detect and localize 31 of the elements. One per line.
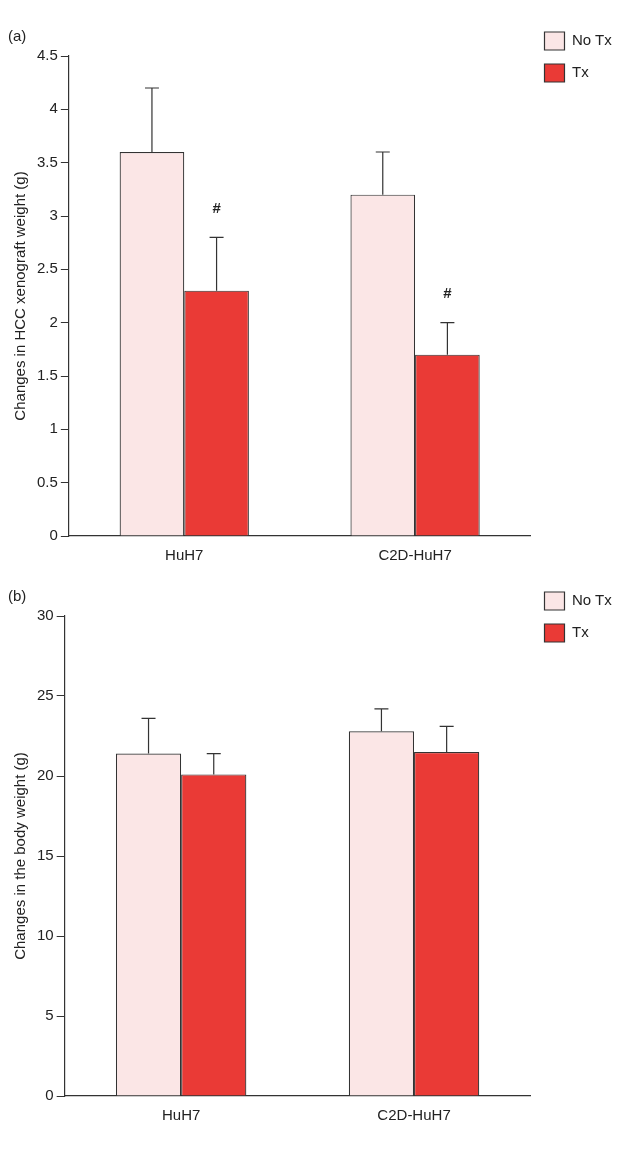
legend-label: Tx [572,63,590,81]
y-axis-title: Changes in HCC xenograft weight (g) [11,171,29,421]
y-tick-label: 25 [37,686,54,704]
legend-label: No Tx [572,31,613,49]
annotation: # [443,283,453,301]
y-tick-label: 3 [49,206,58,224]
y-tick-label: 2.5 [36,259,58,277]
x-tick-label: HuH7 [165,546,204,564]
y-tick-label: 0.5 [36,472,58,490]
y-tick-label: 30 [37,606,54,624]
y-tick-label: 2 [49,312,58,330]
annotation: # [212,198,222,216]
y-tick-label: 4.5 [36,46,58,64]
x-tick-label: C2D-HuH7 [377,1106,451,1124]
y-tick-label: 20 [37,766,54,784]
y-tick-label: 0 [49,526,58,544]
chart-title: (a) [8,27,27,45]
y-axis-title: Changes in the body weight (g) [11,752,29,960]
y-tick-label: 1 [49,419,58,437]
chart-title: (b) [8,587,27,605]
y-tick-label: 15 [37,846,54,864]
y-tick-label: 5 [45,1006,54,1024]
x-tick-label: HuH7 [161,1106,201,1124]
y-tick-label: 0 [45,1086,54,1104]
y-tick-label: 10 [37,926,54,944]
x-tick-label: C2D-HuH7 [378,546,452,564]
y-tick-label: 1.5 [36,366,58,384]
legend-label: Tx [572,623,590,641]
y-tick-label: 4 [49,99,58,117]
legend-label: No Tx [572,591,613,609]
y-tick-label: 3.5 [36,152,58,170]
